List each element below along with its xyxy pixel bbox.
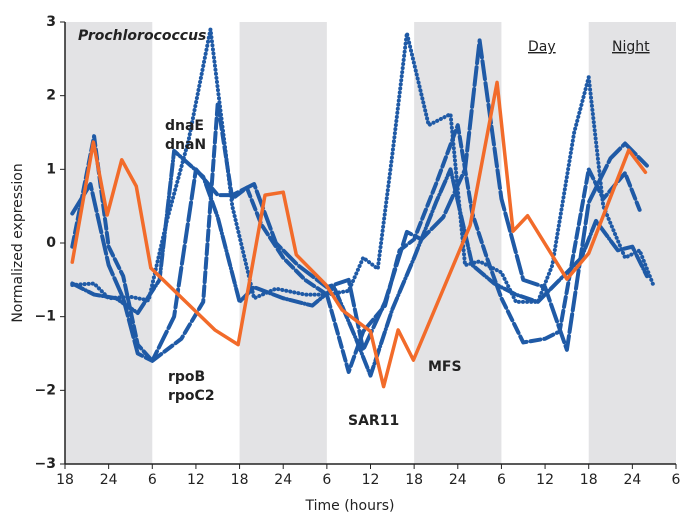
annotation: rpoC2 bbox=[168, 388, 215, 404]
annotation: dnaN bbox=[165, 137, 206, 153]
y-tick-label: 1 bbox=[46, 161, 56, 177]
y-tick-label: 2 bbox=[46, 88, 56, 104]
annotation: SAR11 bbox=[348, 413, 399, 429]
x-tick-label: 18 bbox=[405, 472, 423, 488]
night-band bbox=[414, 22, 502, 464]
x-axis-label: Time (hours) bbox=[305, 498, 395, 514]
y-tick-label: −1 bbox=[35, 309, 56, 325]
annotation: dnaE bbox=[165, 118, 204, 134]
annotation: MFS bbox=[428, 359, 462, 375]
y-axis-label: Normalized expression bbox=[10, 163, 26, 322]
x-tick-label: 24 bbox=[623, 472, 641, 488]
x-tick-label: 12 bbox=[536, 472, 554, 488]
x-tick-label: 6 bbox=[672, 472, 681, 488]
x-tick-label: 6 bbox=[148, 472, 157, 488]
x-tick-label: 6 bbox=[322, 472, 331, 488]
x-tick-label: 6 bbox=[497, 472, 506, 488]
x-tick-label: 18 bbox=[580, 472, 598, 488]
x-tick-label: 18 bbox=[231, 472, 249, 488]
series-line bbox=[70, 27, 657, 304]
y-tick-label: 0 bbox=[46, 235, 56, 251]
x-tick-label: 24 bbox=[100, 472, 118, 488]
series-line bbox=[70, 101, 642, 374]
series-line bbox=[70, 80, 648, 389]
y-tick-label: −2 bbox=[35, 382, 56, 398]
series-line bbox=[70, 148, 649, 378]
annotation: Prochlorococcus bbox=[78, 28, 206, 44]
night-band bbox=[239, 22, 327, 464]
x-tick-label: 12 bbox=[187, 472, 205, 488]
x-tick-label: 18 bbox=[56, 472, 74, 488]
x-tick-label: 12 bbox=[362, 472, 380, 488]
annotation: Day bbox=[528, 39, 556, 55]
x-tick-label: 24 bbox=[274, 472, 292, 488]
y-tick-label: −3 bbox=[35, 456, 56, 472]
night-band bbox=[588, 22, 676, 464]
y-tick-label: 3 bbox=[46, 14, 56, 30]
series-line bbox=[70, 38, 649, 363]
annotation: rpoB bbox=[168, 369, 205, 385]
x-tick-label: 24 bbox=[449, 472, 467, 488]
annotation: Night bbox=[612, 39, 650, 55]
